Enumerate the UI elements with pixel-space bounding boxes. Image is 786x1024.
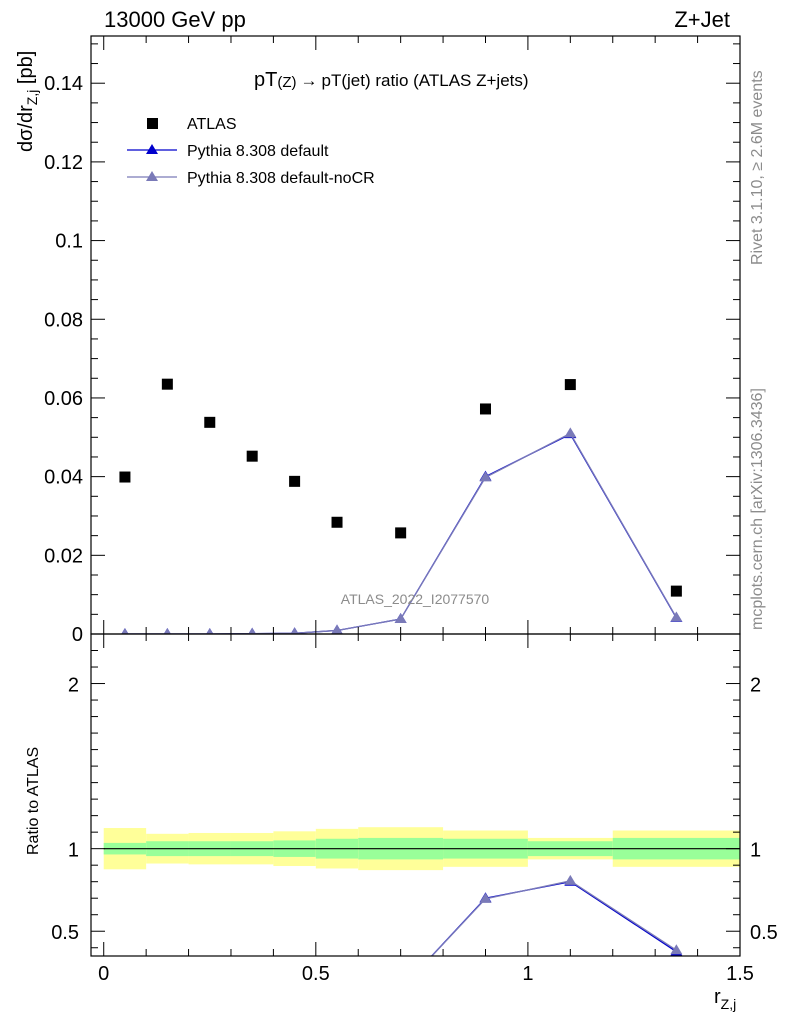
- ratio-y-axis-label: Ratio to ATLAS: [25, 747, 42, 855]
- ratio-nocr-series-point: [564, 874, 577, 885]
- atlas-data-point: [246, 450, 258, 462]
- x-axis-label: rZ,j: [714, 986, 736, 1012]
- legend-marker-default: [146, 144, 158, 154]
- ratio-y-tick-labels: 0.5 0.5 1 1 2 2: [51, 675, 778, 945]
- main-y-tick-label: 0.06: [44, 388, 83, 410]
- ratio-nocr-series-point: [479, 892, 492, 903]
- atlas-data-point: [395, 527, 407, 539]
- main-y-tick-label: 0.1: [55, 231, 83, 253]
- main-y-tick-label: 0.04: [44, 467, 83, 489]
- nocr-series-point: [670, 611, 683, 622]
- main-y-axis-label: dσ/drZ,j [pb]: [15, 51, 40, 152]
- nocr-series-point: [206, 628, 214, 634]
- legend-label-nocr: Pythia 8.308 default-noCR: [187, 170, 375, 187]
- main-y-tick-label: 0: [72, 624, 83, 646]
- ratio-y-tick-label: 2: [68, 675, 79, 697]
- legend-marker-nocr: [146, 171, 158, 181]
- atlas-data-point: [331, 516, 343, 528]
- atlas-data-point: [204, 416, 216, 428]
- nocr-series-point: [121, 628, 129, 634]
- atlas-data-point: [289, 475, 301, 487]
- main-panel: 0 0.02 0.04 0.06 0.08 0.1 0.12 0.14 pT(Z) → pT(je…: [15, 35, 741, 646]
- main-y-tick-label: 0.08: [44, 309, 83, 331]
- x-tick-label: 0: [98, 963, 109, 985]
- nocr-series-point: [331, 624, 343, 634]
- legend-marker-atlas: [147, 118, 158, 129]
- ratio-default-series-line: [430, 881, 677, 956]
- main-y-tick-labels: 0 0.02 0.04 0.06 0.08 0.1 0.12 0.14: [44, 73, 83, 646]
- main-title: pT(Z) → pT(jet) ratio (ATLAS Z+jets): [254, 69, 529, 91]
- x-tick-label: 1.5: [726, 963, 754, 985]
- atlas-data-point: [161, 378, 173, 390]
- ratio-ticks: [91, 634, 741, 956]
- atlas-data-point: [564, 379, 576, 391]
- nocr-series-point: [564, 427, 577, 438]
- ratio-frame: [90, 633, 741, 957]
- ratio-y-tick-label-right: 1: [750, 840, 761, 862]
- ratio-nocr-series-point: [395, 983, 407, 993]
- nocr-series-point: [163, 628, 171, 634]
- rivet-version-label: Rivet 3.1.10, ≥ 2.6M events: [749, 70, 766, 265]
- ratio-y-tick-label-right: 0.5: [750, 922, 778, 944]
- nocr-series-point: [290, 627, 299, 634]
- process-label: Z+Jet: [674, 7, 730, 32]
- x-tick-label: 1: [522, 963, 533, 985]
- atlas-data-point: [479, 403, 491, 415]
- ratio-y-tick-label-right: 2: [750, 675, 761, 697]
- ratio-x-tick-labels: 0 0.5 1 1.5: [98, 963, 754, 985]
- main-y-tick-label: 0.12: [44, 152, 83, 174]
- ratio-y-tick-label: 0.5: [51, 922, 79, 944]
- ratio-default-series-point: [395, 983, 407, 993]
- analysis-watermark: ATLAS_2022_I2077570: [341, 591, 490, 607]
- mcplots-label: mcplots.cern.ch [arXiv:1306.3436]: [749, 388, 766, 630]
- nocr-series-point: [394, 613, 407, 624]
- x-tick-label: 0.5: [302, 963, 330, 985]
- main-y-tick-label: 0.02: [44, 545, 83, 567]
- nocr-series-point: [248, 627, 257, 634]
- atlas-data-point: [119, 471, 131, 483]
- atlas-data-point: [670, 585, 682, 597]
- legend-label-default: Pythia 8.308 default: [187, 143, 329, 160]
- ratio-nocr-series-line: [431, 880, 677, 956]
- main-y-tick-label: 0.14: [44, 73, 83, 95]
- beam-label: 13000 GeV pp: [104, 7, 246, 32]
- ratio-nocr-series-point: [670, 944, 683, 955]
- legend: ATLAS Pythia 8.308 default Pythia 8.308 …: [127, 116, 375, 187]
- ratio-y-tick-label: 1: [68, 840, 79, 862]
- ratio-panel: 0.5 0.5 1 1 2 2 0 0.5 1 1.5 Ratio to ATLAS rZ,j: [25, 633, 778, 1012]
- nocr-series-point: [479, 471, 492, 482]
- legend-label-atlas: ATLAS: [187, 116, 237, 133]
